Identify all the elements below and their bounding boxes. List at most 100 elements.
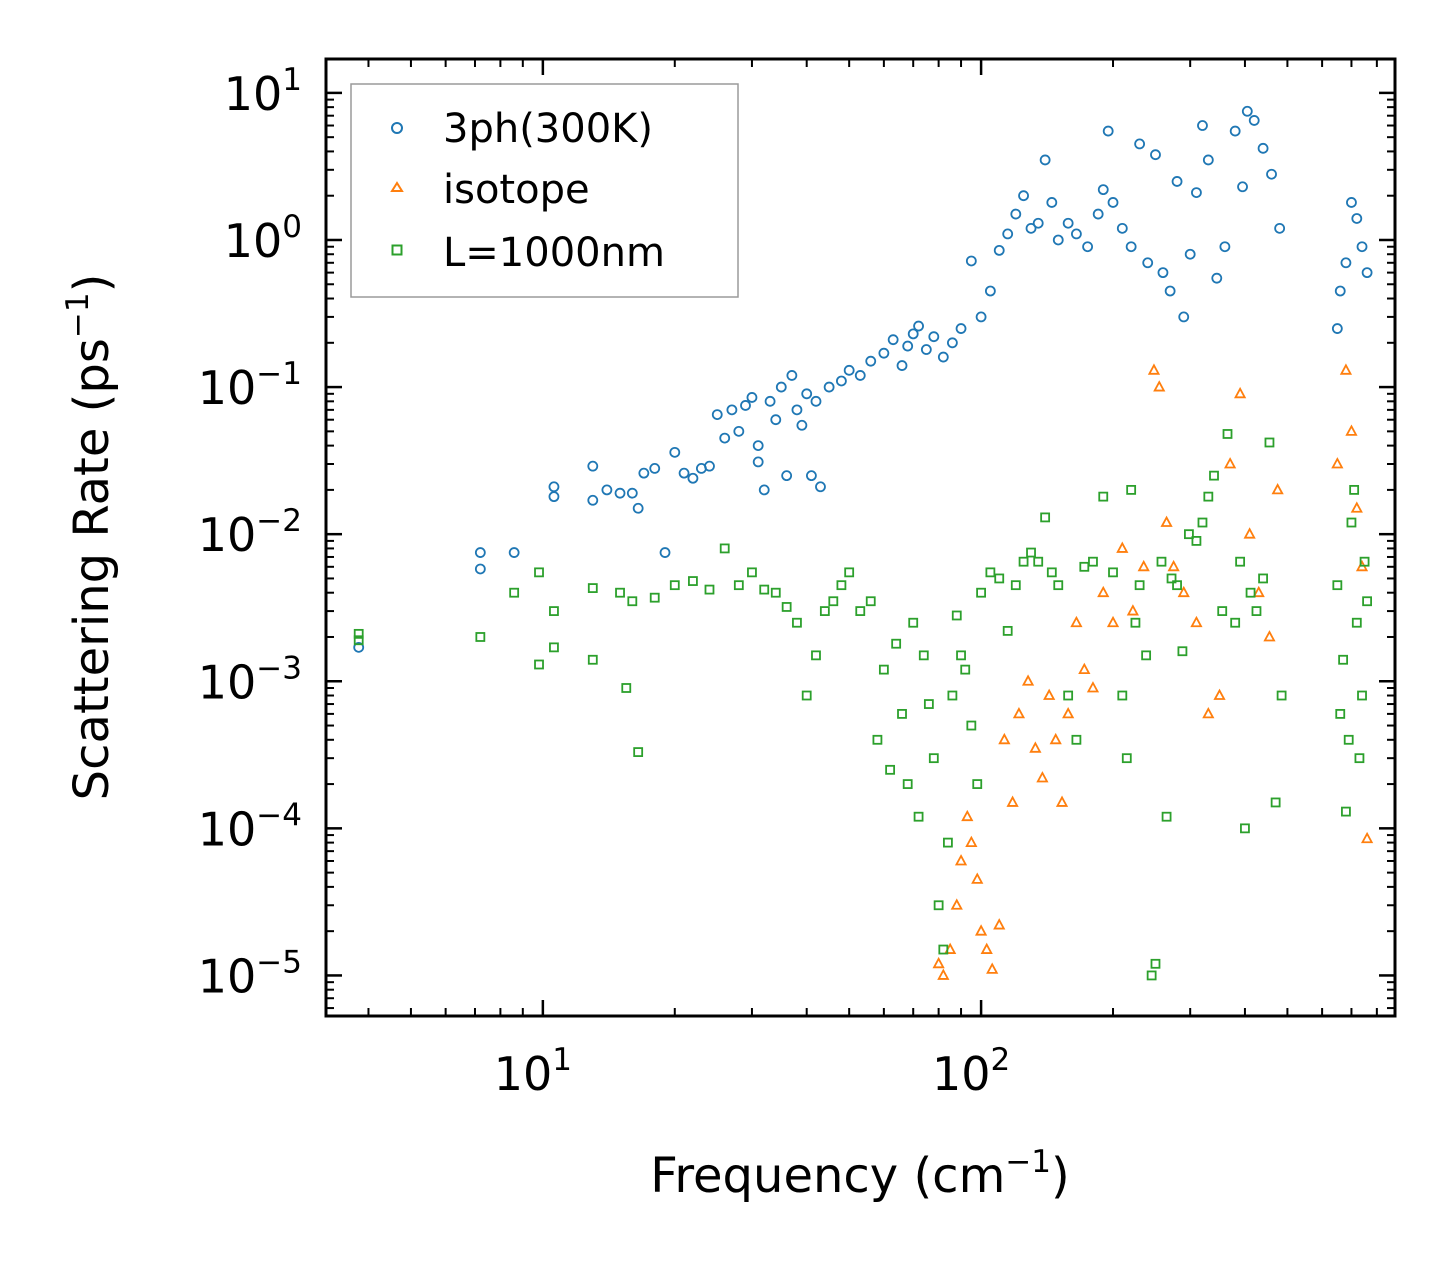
data-point bbox=[1354, 753, 1365, 764]
data-point bbox=[733, 580, 744, 591]
data-point bbox=[1266, 168, 1277, 180]
data-point bbox=[823, 381, 835, 393]
data-point bbox=[1130, 617, 1141, 628]
data-point bbox=[1197, 120, 1208, 131]
data-point bbox=[1063, 690, 1074, 701]
data-point bbox=[878, 347, 890, 359]
legend: 3ph(300K) isotope L=1000nm bbox=[350, 83, 739, 298]
data-point bbox=[1116, 541, 1129, 553]
data-point bbox=[1167, 559, 1180, 572]
series-3 bbox=[353, 429, 1372, 981]
data-point bbox=[1213, 688, 1226, 700]
y-tick-labels: 10−5 10−4 10−3 10−2 10−1 100 101 bbox=[198, 62, 302, 1004]
data-point bbox=[601, 484, 613, 496]
series-2 bbox=[932, 363, 1374, 980]
data-point bbox=[810, 395, 822, 407]
data-point bbox=[1240, 823, 1250, 834]
data-point bbox=[937, 968, 950, 980]
data-point bbox=[1203, 491, 1214, 502]
data-point bbox=[764, 395, 776, 407]
data-point bbox=[1346, 197, 1357, 208]
data-point bbox=[786, 370, 798, 381]
data-point bbox=[627, 596, 638, 607]
data-point bbox=[688, 576, 698, 586]
data-point bbox=[984, 285, 996, 297]
data-point bbox=[474, 547, 486, 558]
legend-label-l1000nm: L=1000nm bbox=[443, 230, 665, 276]
data-point bbox=[711, 409, 723, 420]
data-point bbox=[980, 942, 993, 954]
data-point bbox=[549, 642, 559, 653]
data-point bbox=[947, 690, 958, 701]
data-point bbox=[1234, 386, 1247, 399]
data-point bbox=[932, 956, 945, 969]
data-point bbox=[649, 462, 661, 474]
data-point bbox=[966, 720, 977, 731]
data-point bbox=[792, 617, 802, 628]
data-point bbox=[896, 360, 908, 371]
data-point bbox=[913, 320, 924, 332]
data-point bbox=[719, 432, 731, 444]
data-point bbox=[1018, 556, 1029, 567]
x-axis-title: Frequency (cm−1) bbox=[650, 1144, 1070, 1204]
x-tick-label: 102 bbox=[932, 1042, 1010, 1101]
data-point bbox=[1219, 241, 1231, 253]
data-point bbox=[986, 962, 999, 974]
data-point bbox=[923, 699, 934, 709]
data-point bbox=[1137, 559, 1150, 572]
data-point bbox=[632, 502, 644, 514]
data-point bbox=[1223, 457, 1237, 469]
data-point bbox=[1098, 491, 1109, 502]
data-point bbox=[1235, 556, 1246, 567]
data-point bbox=[1257, 142, 1269, 154]
data-point bbox=[1334, 285, 1346, 297]
data-point bbox=[1202, 707, 1215, 719]
data-point bbox=[1245, 587, 1256, 598]
data-point bbox=[1351, 213, 1363, 224]
data-point bbox=[1217, 606, 1228, 616]
data-point bbox=[1229, 125, 1241, 137]
data-point bbox=[1357, 690, 1367, 701]
y-tick-label: 10−5 bbox=[198, 944, 302, 1003]
data-point bbox=[908, 617, 919, 628]
data-point bbox=[1026, 547, 1036, 558]
data-point bbox=[891, 638, 902, 649]
data-point bbox=[1264, 437, 1275, 448]
data-point bbox=[897, 708, 907, 719]
data-point bbox=[885, 764, 896, 775]
data-point bbox=[1270, 797, 1281, 808]
data-point bbox=[836, 375, 847, 387]
data-point bbox=[1356, 241, 1368, 253]
data-point bbox=[1021, 674, 1035, 686]
data-point bbox=[659, 547, 671, 558]
data-point bbox=[902, 340, 914, 352]
data-point bbox=[954, 854, 968, 866]
data-point bbox=[549, 606, 559, 616]
series-1 bbox=[353, 105, 1373, 653]
data-point bbox=[1097, 184, 1109, 196]
data-point bbox=[1191, 187, 1202, 198]
data-point bbox=[353, 641, 365, 653]
data-point bbox=[770, 587, 781, 598]
legend-marker-3ph bbox=[391, 122, 403, 134]
data-point bbox=[1177, 585, 1190, 598]
data-point bbox=[1338, 654, 1349, 665]
data-point bbox=[747, 567, 757, 578]
data-point bbox=[1157, 267, 1169, 279]
data-point bbox=[781, 470, 793, 482]
data-point bbox=[1335, 708, 1346, 719]
data-point bbox=[534, 567, 544, 578]
data-point bbox=[1125, 241, 1137, 253]
data-point bbox=[1331, 323, 1343, 334]
y-tick-label: 100 bbox=[224, 209, 302, 268]
data-point bbox=[1126, 604, 1139, 616]
data-point bbox=[1086, 681, 1100, 693]
data-point bbox=[1062, 707, 1075, 719]
data-point bbox=[855, 606, 866, 616]
data-point bbox=[1190, 615, 1203, 628]
data-point bbox=[548, 491, 560, 503]
data-point bbox=[1161, 811, 1172, 822]
y-tick-label: 10−3 bbox=[198, 650, 302, 709]
data-point bbox=[1197, 517, 1208, 528]
